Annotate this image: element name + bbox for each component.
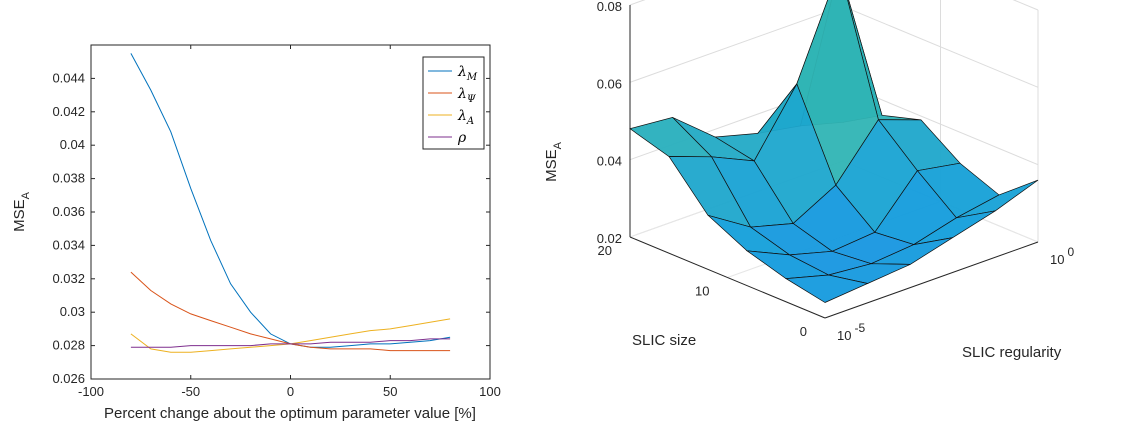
surface-x-tick-exponent: 0 [1067,245,1074,259]
surface-x-tick-base: 10 [1050,252,1064,267]
surface-x-axis [824,241,1039,319]
left-y-tick-label: 0.038 [52,171,85,186]
legend-symbol: λ [457,86,467,102]
surface-z-tick-label: 0.02 [597,231,622,246]
left-x-tick-label: -100 [78,384,104,399]
legend-entry: ρ [457,130,467,146]
left-x-tick-label: 50 [383,384,397,399]
left-x-axis-label: Percent change about the optimum paramet… [104,405,476,422]
surface-patch [784,274,869,303]
surface-x-tick-label: 10 -5 [837,321,865,343]
surface-grid-line [629,5,844,83]
legend-symbol: λ [457,108,467,124]
legend-entry: λA [457,108,474,127]
legend-symbol: λ [457,64,467,80]
left-x-tick-label: 100 [479,384,501,399]
surface-y-tick-label: 20 [598,243,612,258]
surface-grid-line [629,0,646,6]
left-y-ticks: 0.026 0.028 0.03 0.032 0.034 0.036 0.038 0.04 0.… [52,70,490,386]
surface-x-tick-base: 10 [837,328,851,343]
surface-z-axis-label: MSEA [543,141,564,182]
left-y-tick-label: 0.032 [52,271,85,286]
surface-mesh [629,0,1039,303]
surface-y-tick-label: 10 [695,284,709,299]
legend-symbol: ρ [457,130,467,146]
left-y-tick-label: 0.028 [52,338,85,353]
legend-entry: λΨ [457,86,477,105]
legend-subscript: A [466,116,474,127]
surface-x-axis-label: SLIC regularity [962,344,1062,361]
legend-entry: λM [457,64,478,83]
surface-y-axis-label: SLIC size [632,332,696,349]
left-y-tick-label: 0.03 [60,304,85,319]
surface-z-axis-label-main: MSE [543,149,560,182]
surface-y-tick-label: 0 [800,324,807,339]
left-y-tick-label: 0.04 [60,137,85,152]
left-y-tick-label: 0.036 [52,204,85,219]
left-y-axis-label-main: MSE [11,199,28,232]
left-y-tick-label: 0.042 [52,104,85,119]
left-y-tick-label: 0.026 [52,371,85,386]
left-y-tick-label: 0.044 [52,70,85,85]
left-y-tick-label: 0.034 [52,237,85,252]
left-x-tick-label: -50 [181,384,200,399]
surface-z-axis-label-sub: A [552,141,564,149]
left-x-ticks: -100 -50 0 50 100 [78,45,501,399]
legend-subscript: Ψ [467,94,477,105]
legend-subscript: M [466,72,478,83]
line-chart: -100 -50 0 50 100 0.0260.0280.030.0320.0340.… [11,44,501,422]
surface-z-tick-label: 0.06 [597,76,622,91]
legend-box [422,56,485,150]
surface-z-tick-label: 0.08 [597,0,622,14]
surface-x-tick-exponent: -5 [854,321,865,335]
series-line [130,338,451,348]
surface-z-tick-label: 0.04 [597,154,622,169]
surface-x-tick-label: 10 0 [1050,245,1074,267]
left-y-axis-label: MSEA [11,191,32,232]
surface-y-axis [629,236,826,319]
left-y-axis-label-sub: A [20,191,32,199]
left-series-lines [130,53,451,353]
left-x-tick-label: 0 [287,384,294,399]
